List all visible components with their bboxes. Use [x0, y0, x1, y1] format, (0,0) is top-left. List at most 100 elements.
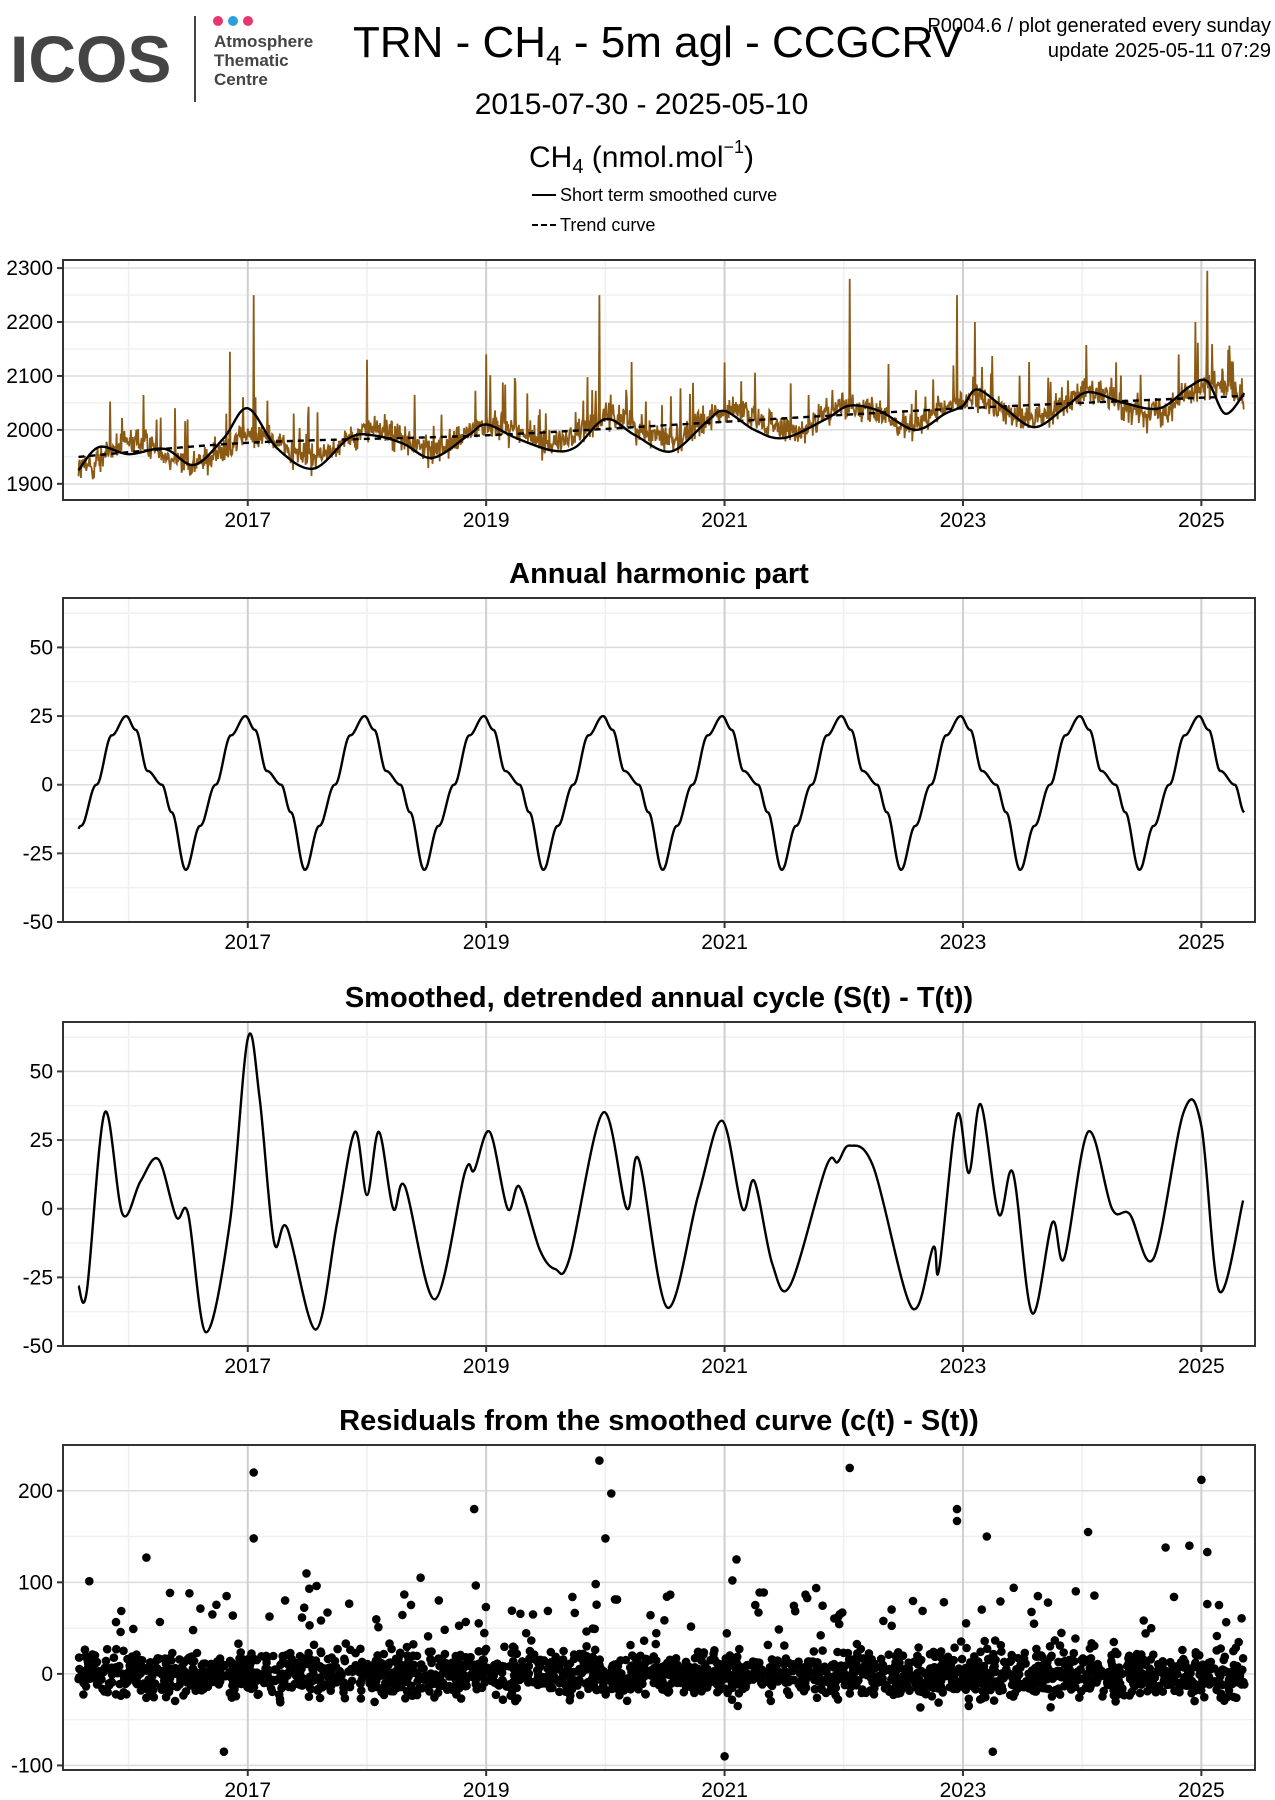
residual-point: [454, 1621, 464, 1630]
residual-point: [652, 1628, 661, 1638]
residual-point: [1005, 1690, 1015, 1700]
residual-point: [94, 1677, 103, 1687]
residual-point: [957, 1654, 967, 1664]
residual-point: [1186, 1669, 1195, 1678]
residual-point: [686, 1622, 696, 1631]
residual-point: [188, 1625, 198, 1635]
residual-point: [235, 1679, 244, 1688]
residual-point: [430, 1693, 439, 1702]
residual-point: [774, 1625, 784, 1634]
residual-point: [397, 1664, 407, 1673]
residual-point: [472, 1684, 482, 1694]
curve-line: [77, 1032, 1245, 1334]
residual-point: [743, 1660, 752, 1670]
residual-point: [179, 1691, 188, 1700]
residual-point: [998, 1685, 1007, 1695]
residual-point: [1149, 1650, 1158, 1659]
residual-point: [1212, 1631, 1222, 1641]
residual-point: [262, 1654, 272, 1664]
residual-point: [826, 1680, 835, 1689]
residual-point: [1021, 1659, 1030, 1668]
panel-title: Residuals from the smoothed curve (c(t) …: [339, 1405, 979, 1437]
residual-point: [80, 1670, 89, 1679]
residual-point: [1210, 1664, 1219, 1673]
residual-point: [111, 1690, 121, 1699]
residual-point: [341, 1639, 351, 1648]
unit-label: CH4 (nmol.mol−1): [0, 137, 1275, 179]
x-tick-label: 2025: [1178, 1779, 1225, 1800]
residual-point: [323, 1608, 332, 1617]
residual-point: [592, 1600, 601, 1609]
residual-point: [355, 1678, 365, 1688]
residual-point: [1212, 1685, 1221, 1695]
residual-point: [799, 1686, 809, 1696]
residual-point: [548, 1683, 557, 1693]
residual-point: [692, 1681, 701, 1691]
residual-point: [1029, 1619, 1039, 1628]
residual-point: [982, 1532, 992, 1541]
residual-point: [1031, 1652, 1041, 1661]
series-group: [77, 714, 1246, 872]
residual-point: [1191, 1658, 1200, 1668]
residual-point: [1038, 1683, 1047, 1693]
residual-point: [99, 1667, 108, 1677]
panel-title: Smoothed, detrended annual cycle (S(t) -…: [345, 982, 973, 1014]
unit-main: CH: [528, 141, 573, 174]
residual-point: [660, 1616, 669, 1625]
residual-point: [102, 1644, 112, 1654]
residual-point: [575, 1675, 584, 1685]
residual-point: [559, 1646, 568, 1656]
residual-point: [112, 1644, 121, 1654]
residual-point: [929, 1667, 939, 1677]
residual-point: [304, 1648, 313, 1658]
residual-point: [834, 1619, 844, 1629]
residual-point: [1238, 1654, 1248, 1663]
residual-point: [1069, 1648, 1079, 1658]
residual-point: [270, 1676, 280, 1686]
title-subscript: 4: [546, 40, 562, 71]
title-suffix: - 5m agl - CCGCRV: [561, 18, 962, 67]
y-tick-label: 2100: [6, 365, 53, 388]
residual-point: [1151, 1687, 1161, 1697]
residual-point: [553, 1656, 562, 1665]
residual-point: [212, 1600, 221, 1610]
residual-point: [1159, 1676, 1169, 1685]
residual-point: [768, 1655, 777, 1665]
x-tick-label: 2025: [1178, 931, 1225, 954]
residual-point: [1190, 1686, 1200, 1695]
smoothed-curve: [77, 378, 1246, 472]
residual-point: [950, 1643, 959, 1652]
residual-point: [1082, 1676, 1091, 1686]
residual-point: [211, 1659, 220, 1669]
residual-point: [766, 1696, 776, 1706]
residual-point: [755, 1667, 764, 1677]
residual-point: [305, 1621, 314, 1630]
residual-point: [912, 1670, 921, 1679]
series-group: [74, 1456, 1249, 1761]
residual-point: [1107, 1657, 1116, 1666]
panel-title: Annual harmonic part: [509, 558, 809, 590]
residual-point: [780, 1641, 789, 1650]
residual-point: [934, 1698, 943, 1707]
residual-point: [918, 1606, 927, 1616]
residual-point: [101, 1656, 111, 1666]
residual-point: [74, 1653, 84, 1662]
residual-point: [334, 1675, 344, 1684]
residual-point: [996, 1640, 1006, 1650]
residual-point: [784, 1690, 794, 1699]
residual-point: [111, 1617, 121, 1627]
residual-point: [116, 1627, 125, 1637]
residual-point: [326, 1686, 336, 1695]
residual-point: [1175, 1687, 1184, 1697]
residual-point: [466, 1652, 475, 1662]
residual-point: [1237, 1614, 1246, 1623]
residual-point: [651, 1639, 661, 1649]
residual-point: [448, 1658, 457, 1667]
residual-point: [348, 1667, 357, 1676]
residual-point: [163, 1666, 173, 1676]
residual-point: [603, 1675, 612, 1685]
residual-point: [754, 1608, 763, 1617]
residual-point: [160, 1654, 170, 1663]
residual-point: [119, 1688, 128, 1697]
